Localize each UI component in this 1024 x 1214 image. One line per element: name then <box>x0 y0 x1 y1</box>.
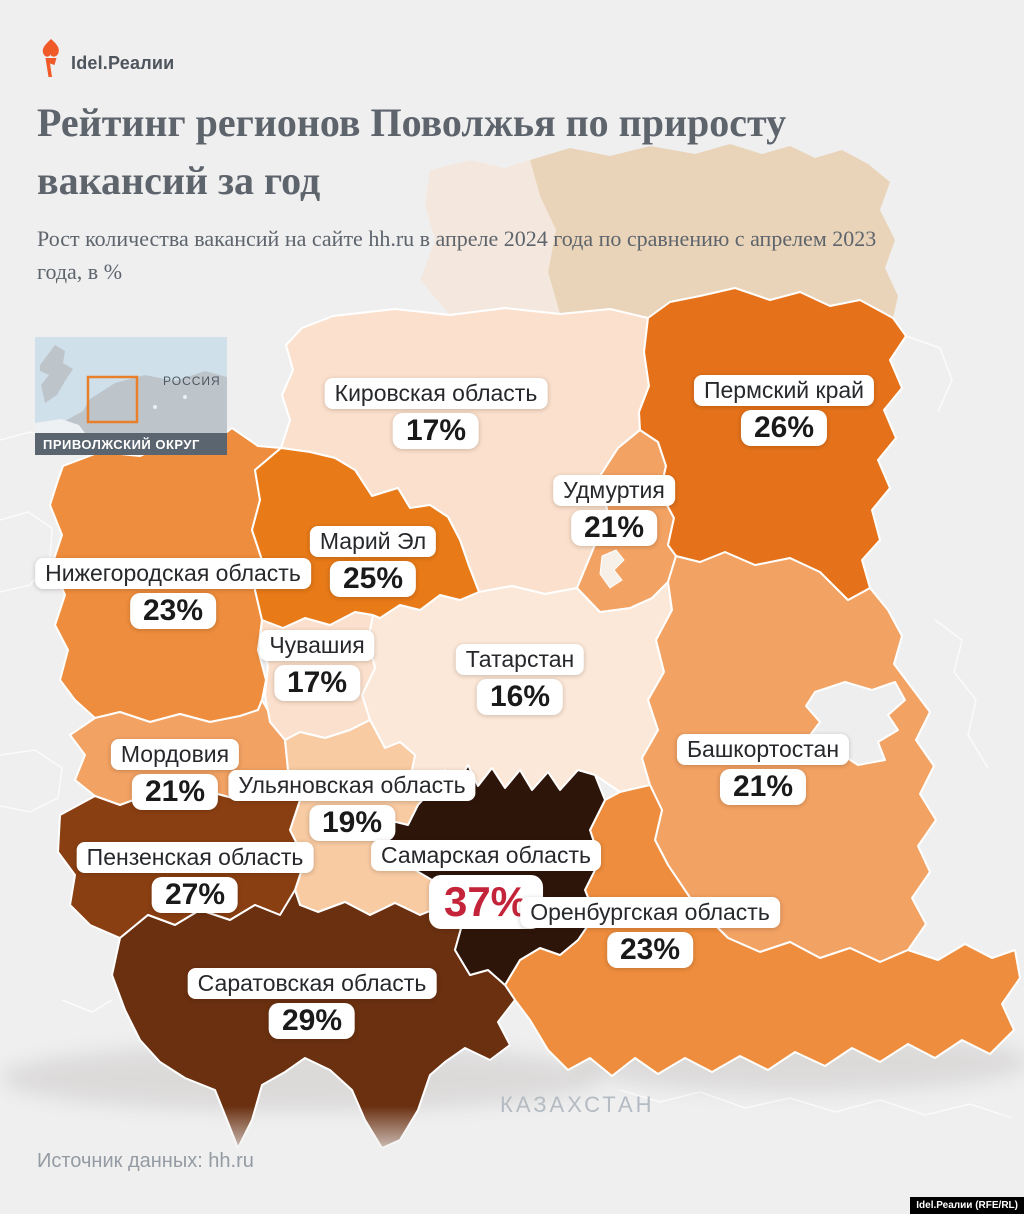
title-line-1: Рейтинг регионов Поволжья по приросту <box>37 100 787 145</box>
faded-north-land-pale <box>420 160 560 315</box>
region-shape-nizhegorodskaya <box>49 427 282 723</box>
torch-icon <box>42 39 59 77</box>
region-shape-mordovia <box>69 699 289 806</box>
title-line-2: вакансий за год <box>37 158 321 203</box>
neighbor-border-line <box>934 619 989 769</box>
neighbor-border-line <box>905 335 953 413</box>
faded-north-land <box>530 144 898 318</box>
neighbor-border-line <box>0 511 53 593</box>
neighbor-border-line <box>0 749 63 813</box>
locator-map-graphic: РОССИЯ <box>35 337 227 433</box>
locator-inset-map: РОССИЯ ПРИВОЛЖСКИЙ ОКРУГ <box>35 337 227 455</box>
data-source-note: Источник данных: hh.ru <box>37 1150 254 1172</box>
region-shape-chuvashia <box>259 611 376 741</box>
brand-logo: Idel.Реалии <box>38 38 174 78</box>
udmurtia-lake <box>599 549 625 589</box>
region-shape-permsky <box>638 287 907 601</box>
neighbor-border-line <box>61 999 113 1013</box>
page-subtitle: Рост количества вакансий на сайте hh.ru … <box>37 226 877 284</box>
kazakhstan-label: КАЗАХСТАН <box>500 1092 655 1117</box>
page-title: Рейтинг регионов Поволжья по приросту ва… <box>37 94 786 210</box>
district-highlight-box <box>86 375 139 424</box>
inset-district-banner: ПРИВОЛЖСКИЙ ОКРУГ <box>35 433 227 455</box>
bottom-fade <box>0 1106 1024 1164</box>
brand-name: Idel.Реалии <box>71 53 175 73</box>
map-shadow <box>0 1044 600 1112</box>
copyright-credit: Idel.Реалии (RFE/RL) <box>910 1197 1024 1214</box>
inset-country-label: РОССИЯ <box>163 374 221 388</box>
